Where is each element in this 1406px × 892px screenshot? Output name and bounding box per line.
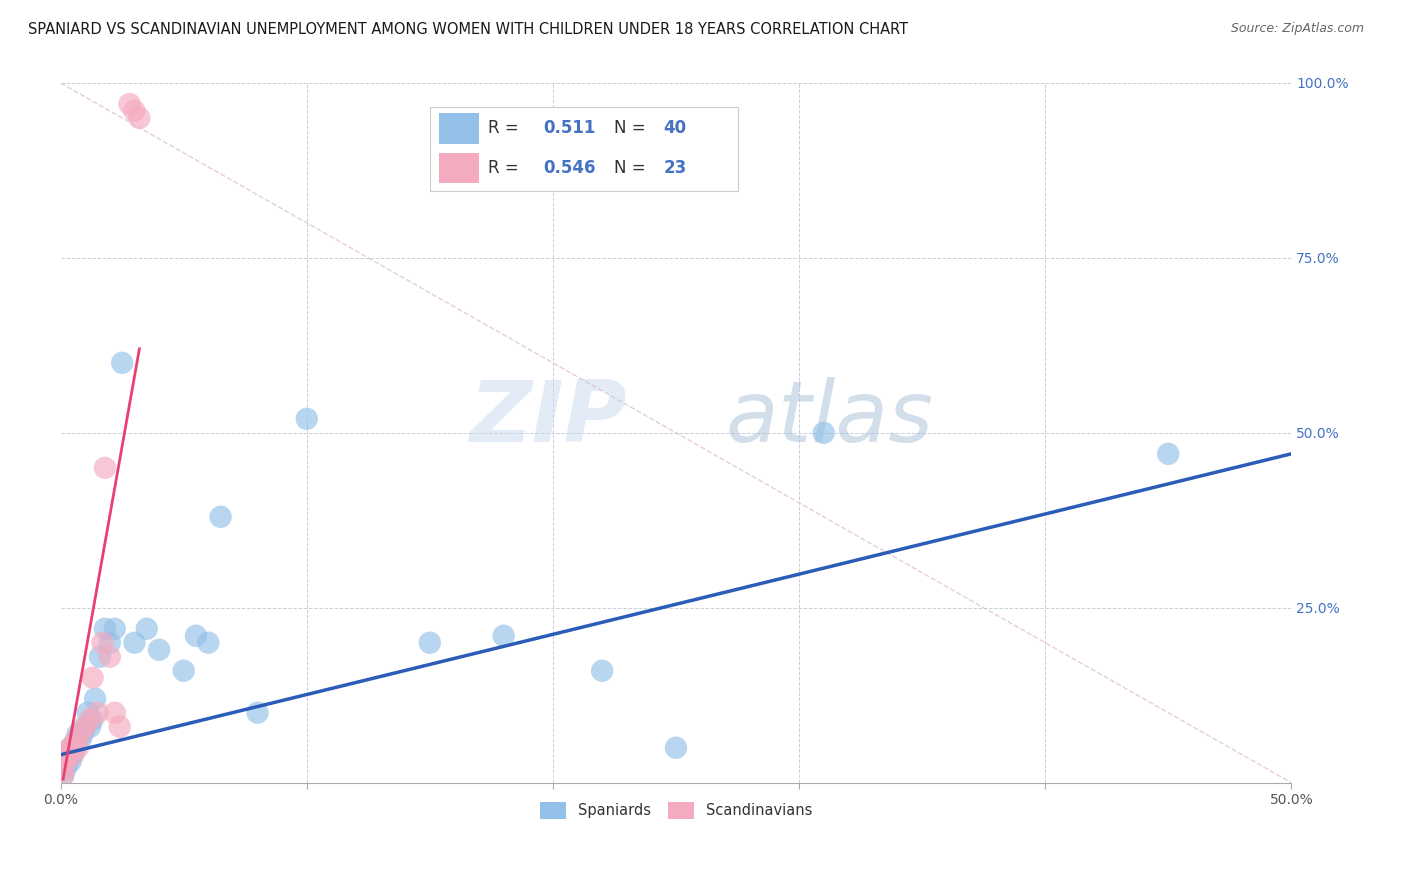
Point <box>65 733 87 747</box>
Point <box>104 706 127 720</box>
Point <box>56 747 79 762</box>
Point <box>98 649 121 664</box>
Point <box>55 755 77 769</box>
Point <box>813 425 835 440</box>
Point <box>124 636 146 650</box>
Point <box>56 755 79 769</box>
Point <box>59 740 82 755</box>
Point <box>94 622 117 636</box>
Point <box>91 636 114 650</box>
Text: SPANIARD VS SCANDINAVIAN UNEMPLOYMENT AMONG WOMEN WITH CHILDREN UNDER 18 YEARS C: SPANIARD VS SCANDINAVIAN UNEMPLOYMENT AM… <box>28 22 908 37</box>
Point <box>52 769 75 783</box>
Point <box>79 713 101 727</box>
Point <box>86 706 108 720</box>
Point <box>246 706 269 720</box>
Point <box>75 720 97 734</box>
Point <box>72 727 94 741</box>
Point <box>52 762 75 776</box>
Point <box>84 691 107 706</box>
Point <box>59 755 82 769</box>
Point <box>66 740 89 755</box>
Point <box>492 629 515 643</box>
Point <box>69 733 91 747</box>
Point <box>94 460 117 475</box>
Text: Source: ZipAtlas.com: Source: ZipAtlas.com <box>1230 22 1364 36</box>
Point <box>197 636 219 650</box>
Point <box>62 740 84 755</box>
Point <box>665 740 688 755</box>
Text: ZIP: ZIP <box>470 377 627 460</box>
Point <box>124 103 146 118</box>
Point <box>209 509 232 524</box>
Point <box>65 733 87 747</box>
Point <box>55 747 77 762</box>
Point <box>148 642 170 657</box>
Point <box>52 769 75 783</box>
Point <box>82 671 104 685</box>
Point <box>62 747 84 762</box>
Point <box>76 706 98 720</box>
Point <box>419 636 441 650</box>
Point <box>56 747 79 762</box>
Text: atlas: atlas <box>725 377 934 460</box>
Point <box>184 629 207 643</box>
Point <box>295 412 318 426</box>
Point <box>1157 447 1180 461</box>
Point <box>75 720 97 734</box>
Point <box>98 636 121 650</box>
Point <box>55 755 77 769</box>
Point <box>135 622 157 636</box>
Point <box>62 747 84 762</box>
Point <box>89 649 111 664</box>
Point <box>118 97 141 112</box>
Point <box>173 664 195 678</box>
Point <box>55 762 77 776</box>
Point <box>591 664 613 678</box>
Point <box>128 111 150 125</box>
Point <box>79 720 101 734</box>
Point <box>52 762 75 776</box>
Point <box>82 713 104 727</box>
Point <box>69 727 91 741</box>
Point <box>111 356 134 370</box>
Point <box>108 720 131 734</box>
Point <box>62 740 84 755</box>
Point <box>59 740 82 755</box>
Point <box>65 740 87 755</box>
Point <box>66 727 89 741</box>
Point <box>104 622 127 636</box>
Legend: Spaniards, Scandinavians: Spaniards, Scandinavians <box>534 796 818 824</box>
